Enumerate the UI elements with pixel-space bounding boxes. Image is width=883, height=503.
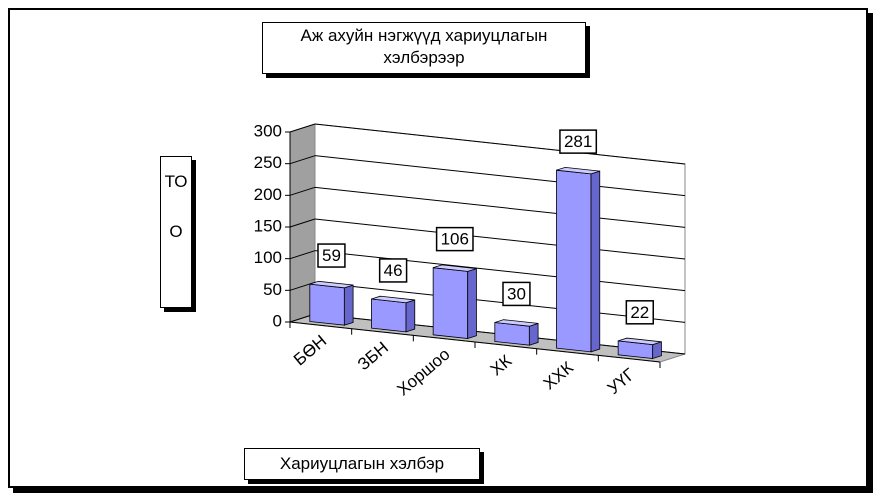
- bar-side: [467, 268, 477, 340]
- x-tick-label: УҮГ: [604, 365, 639, 398]
- bar: [617, 337, 662, 360]
- data-label: 30: [507, 284, 526, 303]
- bar-side: [528, 322, 539, 346]
- grid-line: [289, 155, 316, 165]
- grid-line: [314, 155, 686, 197]
- chart-title: Аж ахуйн нэгжүүд хариуцлагын хэлбэрээр: [262, 22, 586, 74]
- data-label-box: [502, 281, 531, 307]
- bar: [432, 264, 477, 340]
- bar-top: [309, 280, 354, 289]
- bar-side: [343, 284, 354, 326]
- x-tick-label: Хоршоо: [393, 345, 453, 400]
- bar: [494, 319, 539, 346]
- bar-side: [590, 170, 601, 353]
- x-tick-label: ЗБН: [354, 338, 392, 374]
- grid-line: [314, 281, 686, 323]
- data-label-box: [435, 226, 474, 252]
- bar-top: [433, 264, 477, 272]
- bar: [556, 166, 601, 353]
- x-tick-label: ХК: [487, 351, 516, 379]
- grid-line: [289, 218, 316, 228]
- y-tick-label: 250: [254, 153, 282, 172]
- grid-line: [289, 123, 316, 133]
- bar: [309, 280, 354, 326]
- y-tick-label: 100: [254, 248, 282, 267]
- grid-line: [314, 218, 686, 260]
- y-axis-label: ТОО: [160, 156, 192, 308]
- y-tick-label: 50: [263, 280, 282, 299]
- bar-front: [371, 298, 407, 333]
- y-tick-label: 300: [254, 121, 282, 140]
- data-label-box: [625, 300, 655, 325]
- bar-top: [556, 166, 600, 175]
- data-label: 59: [322, 246, 341, 265]
- data-label-box: [317, 243, 346, 268]
- bar-side: [405, 299, 416, 333]
- grid-line: [289, 250, 316, 260]
- bar-top: [494, 319, 539, 327]
- x-tick-label: ХХК: [540, 358, 577, 394]
- bar: [371, 295, 416, 333]
- y-tick-label: 200: [254, 185, 282, 204]
- data-label-box: [378, 258, 408, 283]
- data-label: 281: [564, 132, 592, 151]
- data-label: 106: [441, 230, 469, 249]
- y-tick-label: 150: [254, 216, 282, 235]
- bar-top: [618, 337, 662, 346]
- grid-line: [289, 186, 316, 196]
- data-label: 46: [384, 261, 403, 280]
- grid-line: [314, 186, 686, 228]
- bar-top: [371, 295, 415, 304]
- y-tick-label: 0: [273, 311, 282, 330]
- bar-front: [432, 267, 469, 339]
- data-label: 22: [630, 303, 649, 322]
- x-axis-label: Хариуцлагын хэлбэр: [244, 448, 480, 480]
- bar-front: [309, 283, 345, 326]
- grid-line: [314, 250, 686, 292]
- grid-line: [314, 123, 686, 165]
- bar-front: [556, 169, 592, 353]
- data-label-box: [559, 129, 598, 154]
- x-tick-label: БӨН: [290, 331, 330, 369]
